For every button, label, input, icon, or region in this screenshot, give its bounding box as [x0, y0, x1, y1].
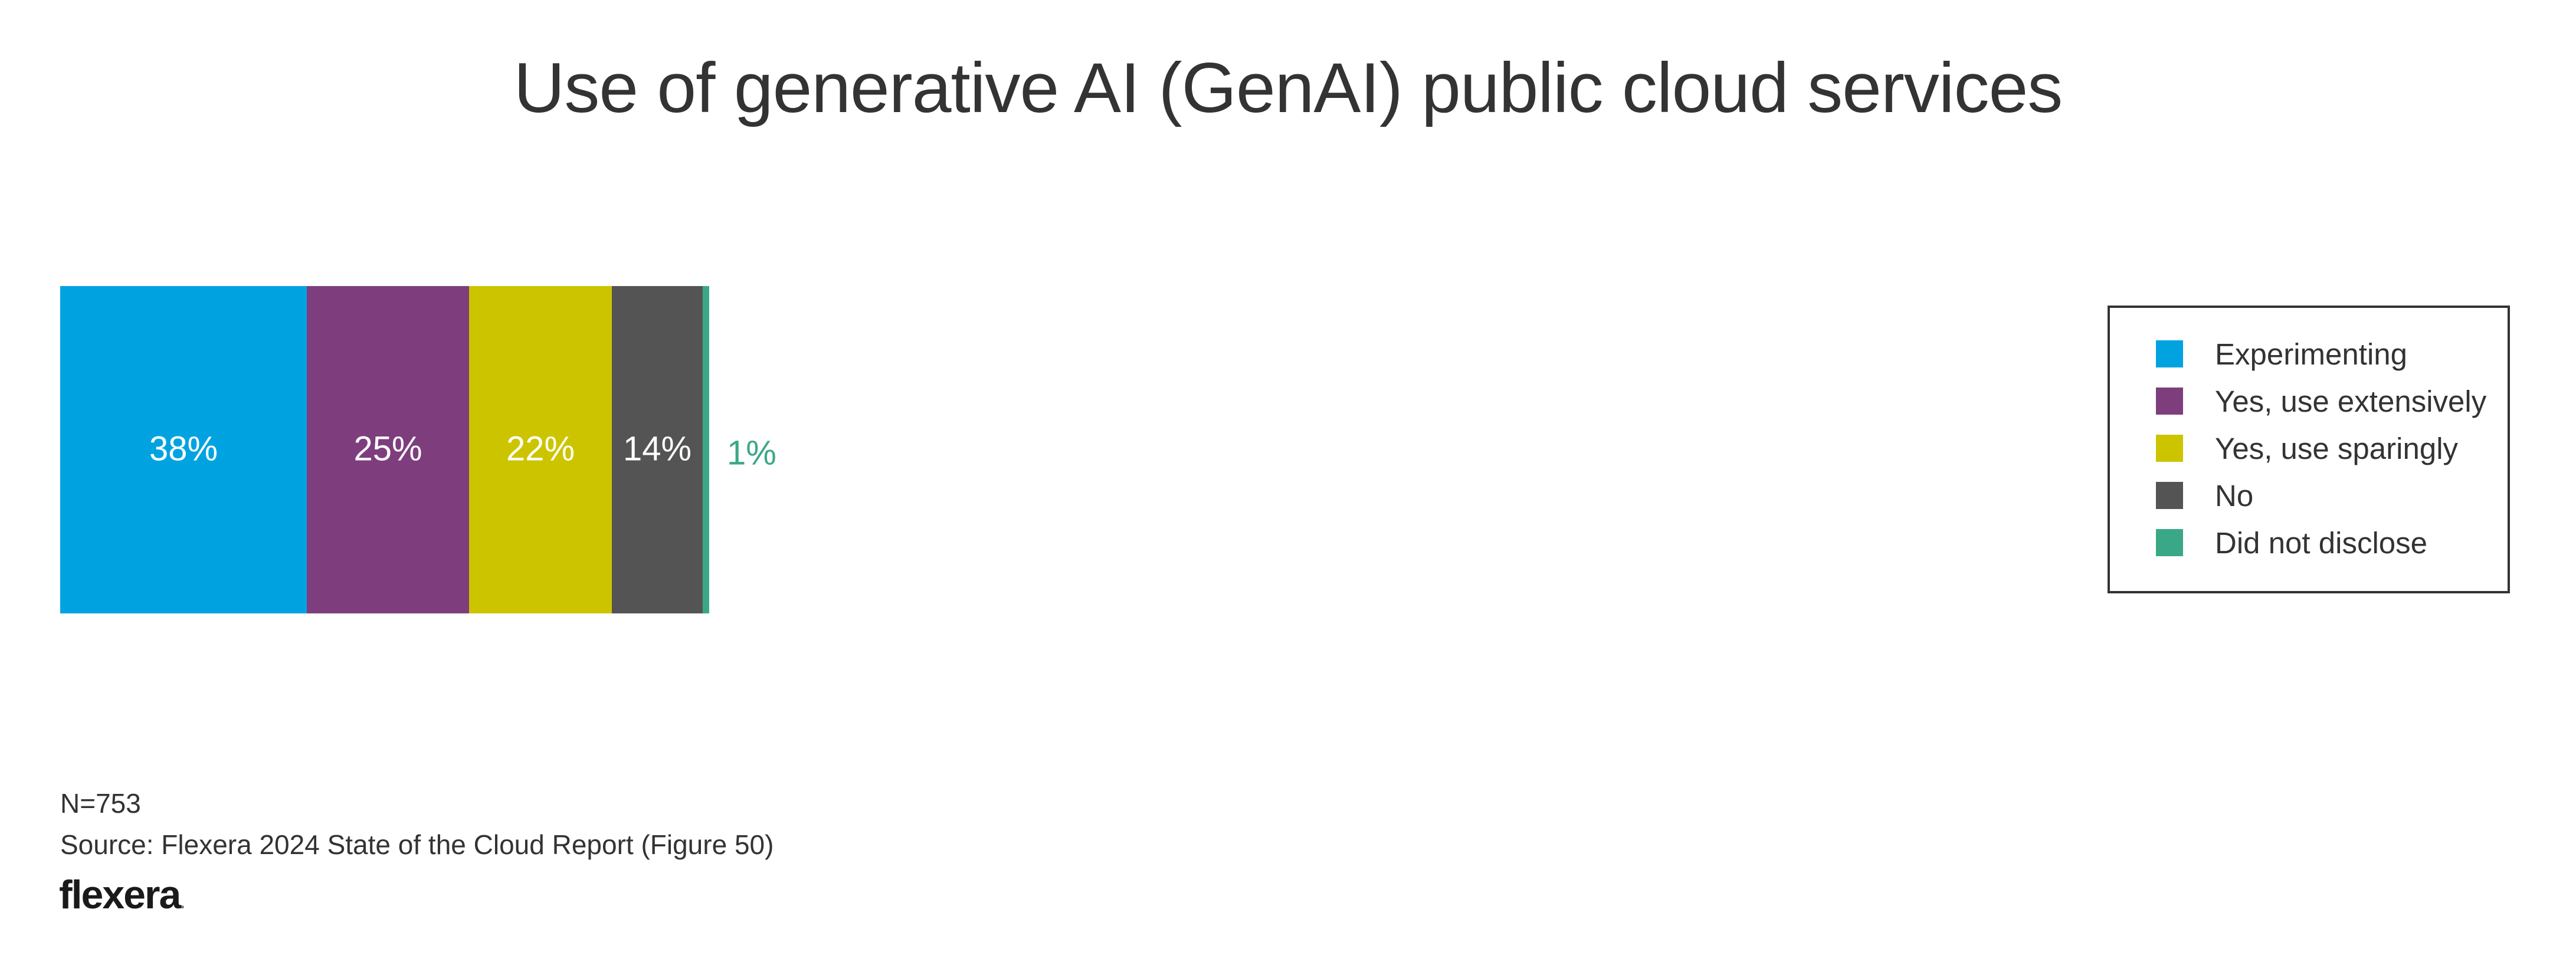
legend-swatch: [2156, 529, 2183, 556]
legend-label: Experimenting: [2215, 337, 2407, 371]
legend-swatch: [2156, 340, 2183, 367]
legend-label: Did not disclose: [2215, 526, 2428, 560]
bar-segment-yes-use-extensively: [307, 286, 469, 613]
bar-value-label-no: 14%: [623, 430, 691, 468]
source-note: Source: Flexera 2024 State of the Cloud …: [60, 829, 774, 860]
bar-segment-experimenting: [60, 286, 307, 613]
logo-mark: .: [180, 893, 185, 912]
legend-item-yes-use-sparingly: Yes, use sparingly: [2156, 425, 2458, 472]
bar-segment-did-not-disclose: [703, 286, 709, 613]
chart-title: Use of generative AI (GenAI) public clou…: [513, 48, 2063, 127]
sample-size-note: N=753: [60, 788, 141, 819]
bar-segment-yes-use-sparingly: [469, 286, 612, 613]
legend-item-no: No: [2156, 472, 2253, 519]
logo-text: flexera: [59, 872, 181, 917]
legend-item-yes-use-extensively: Yes, use extensively: [2156, 377, 2486, 425]
bar-segment-no: [612, 286, 703, 613]
bar-value-labels: 38% 25% 22% 14% 1%: [149, 430, 776, 472]
legend-label: No: [2215, 478, 2254, 513]
flexera-logo: flexera.: [59, 872, 185, 918]
bar-value-label-experimenting: 38%: [149, 430, 218, 468]
legend-label: Yes, use extensively: [2215, 384, 2487, 418]
legend-item-did-not-disclose: Did not disclose: [2156, 519, 2427, 566]
legend-swatch: [2156, 435, 2183, 462]
legend-swatch: [2156, 482, 2183, 509]
legend: Experimenting Yes, use extensively Yes, …: [2108, 306, 2510, 593]
bar-value-label-yes-use-extensively: 25%: [353, 430, 422, 468]
legend-item-experimenting: Experimenting: [2156, 330, 2407, 377]
legend-label: Yes, use sparingly: [2215, 431, 2459, 465]
legend-swatch: [2156, 388, 2183, 415]
bar-value-label-did-not-disclose: 1%: [727, 434, 776, 472]
bar-value-label-yes-use-sparingly: 22%: [506, 430, 575, 468]
bar-segments: [60, 286, 709, 613]
